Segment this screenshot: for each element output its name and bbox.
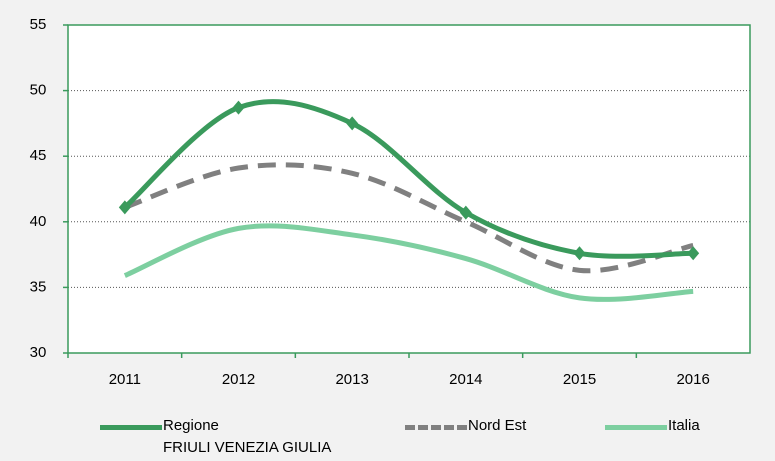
y-tick-label: 55 (30, 16, 47, 33)
series-line (124, 162, 694, 274)
point-marker (346, 116, 359, 131)
series-line (123, 223, 694, 302)
x-tick-label: 2015 (563, 371, 596, 388)
x-tick-label: 2013 (335, 371, 368, 388)
x-tick-label: 2016 (676, 371, 709, 388)
y-tick-label: 40 (30, 213, 47, 230)
y-tick-label: 45 (30, 147, 47, 164)
legend-label: Nord Est (468, 417, 527, 434)
x-tick-label: 2011 (109, 371, 141, 388)
point-marker (687, 246, 700, 261)
legend-swatch (605, 425, 667, 430)
point-marker (118, 200, 131, 215)
point-marker (232, 100, 245, 115)
legend-swatch (405, 425, 467, 430)
point-marker (573, 246, 586, 261)
legend-swatch (100, 425, 162, 430)
x-tick-label: 2012 (222, 371, 255, 388)
y-tick-label: 30 (30, 344, 47, 361)
y-tick-label: 50 (30, 82, 47, 99)
legend-label: Italia (668, 417, 700, 434)
point-marker (459, 205, 472, 220)
x-tick-label: 2014 (449, 371, 482, 388)
legend-label: Regione FRIULI VENEZIA GIULIA (163, 417, 332, 456)
y-tick-label: 35 (30, 278, 47, 295)
plot-area (68, 25, 750, 353)
